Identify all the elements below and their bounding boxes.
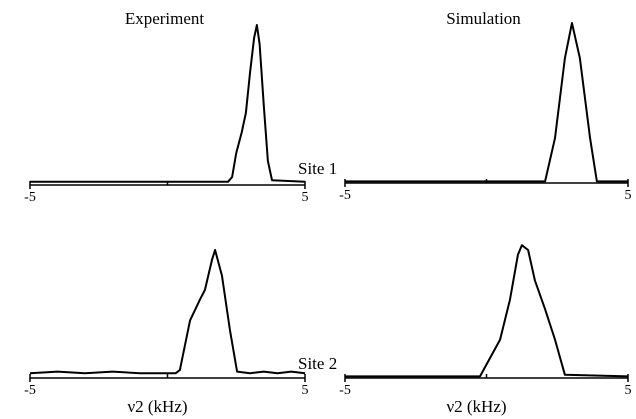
x-axis-label: ν2 (kHz) xyxy=(127,397,187,416)
panel-title: Experiment xyxy=(125,9,205,28)
x-tick-label: 5 xyxy=(302,190,309,205)
x-tick-label: -5 xyxy=(24,383,36,398)
spectrum-line xyxy=(29,249,306,375)
spectrum-line xyxy=(345,22,628,183)
panel-title: Simulation xyxy=(446,9,521,28)
x-tick-label: 5 xyxy=(625,188,632,203)
x-tick-label: -5 xyxy=(24,190,36,205)
site-label: Site 2 xyxy=(298,354,337,373)
spectrum-line xyxy=(30,24,306,183)
x-tick-label: 5 xyxy=(302,383,309,398)
x-tick-label: 5 xyxy=(625,383,632,398)
x-axis-label: ν2 (kHz) xyxy=(446,397,506,416)
spectrum-line xyxy=(345,244,629,378)
x-tick-label: -5 xyxy=(339,188,351,203)
site-label: Site 1 xyxy=(298,159,337,178)
x-tick-label: -5 xyxy=(339,383,351,398)
